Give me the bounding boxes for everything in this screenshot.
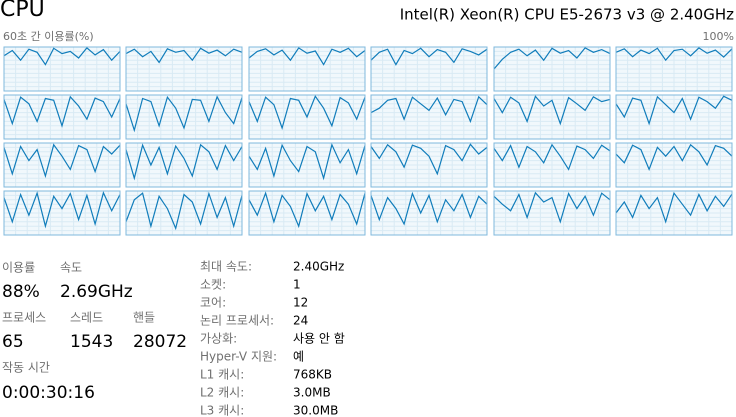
- core-usage-line: [493, 95, 611, 126]
- core-usage-line: [370, 143, 488, 176]
- core-usage-line: [3, 47, 121, 66]
- graph-label: 60초 간 이용률(%): [3, 30, 94, 43]
- core-graph-border: [615, 142, 733, 188]
- detail-label: L2 캐시:: [200, 386, 244, 400]
- stat-value: 28072: [133, 332, 187, 352]
- detail-value: 30.0MB: [293, 404, 338, 417]
- core-graph-border: [370, 142, 488, 188]
- title: CPU: [0, 0, 45, 22]
- core-graph-border: [493, 190, 611, 236]
- core-usage-line: [493, 191, 611, 224]
- core-graph-border: [3, 190, 121, 236]
- detail-label: 논리 프로세서:: [200, 314, 274, 328]
- stat-value: 0:00:30:16: [2, 383, 95, 403]
- core-graph-border: [493, 94, 611, 140]
- stat-value: 65: [2, 332, 24, 352]
- core-graph-border: [493, 46, 611, 92]
- detail-value: 사용 안 함: [293, 332, 345, 346]
- detail-value: 24: [293, 314, 308, 328]
- stat-label: 이용률: [2, 261, 35, 275]
- core-usage-line: [3, 143, 121, 179]
- core-graph-border: [125, 142, 243, 188]
- core-graph-border: [615, 190, 733, 236]
- stat-label: 속도: [60, 261, 82, 275]
- core-graph-border: [3, 46, 121, 92]
- core-graph-border: [370, 190, 488, 236]
- core-graph-border: [248, 46, 366, 92]
- core-usage-line: [248, 47, 366, 66]
- detail-value: 768KB: [293, 368, 332, 382]
- core-graph-border: [3, 94, 121, 140]
- core-usage-line: [3, 95, 121, 128]
- core-graph-border: [615, 94, 733, 140]
- core-usage-line: [615, 47, 733, 62]
- core-graph-border: [248, 190, 366, 236]
- core-usage-line: [493, 143, 611, 171]
- core-graph-border: [493, 142, 611, 188]
- processor-name: Intel(R) Xeon(R) CPU E5-2673 v3 @ 2.40GH…: [400, 6, 734, 24]
- core-graph-border: [248, 142, 366, 188]
- core-graph-border: [125, 46, 243, 92]
- core-usage-line: [125, 191, 243, 231]
- core-graph-border: [615, 46, 733, 92]
- core-graph-border: [370, 94, 488, 140]
- detail-label: L3 캐시:: [200, 404, 244, 417]
- core-graph-border: [125, 190, 243, 236]
- core-usage-line: [248, 142, 366, 181]
- detail-value: 1: [293, 278, 301, 292]
- stat-value: 1543: [70, 332, 113, 352]
- detail-value: 예: [293, 350, 304, 364]
- detail-value: 2.40GHz: [293, 260, 344, 274]
- core-usage-line: [370, 191, 488, 226]
- detail-label: 가상화:: [200, 332, 237, 346]
- core-usage-line: [615, 95, 733, 126]
- core-usage-line: [493, 47, 611, 70]
- detail-value: 3.0MB: [293, 386, 331, 400]
- stat-label: 프로세스: [2, 311, 46, 325]
- detail-label: Hyper-V 지원:: [200, 350, 277, 364]
- detail-label: 코어:: [200, 296, 226, 310]
- detail-value: 12: [293, 296, 308, 310]
- stat-label: 작동 시간: [2, 361, 50, 375]
- stat-label: 핸들: [133, 310, 155, 325]
- graph-max: 100%: [703, 30, 734, 43]
- core-usage-line: [248, 191, 366, 229]
- core-usage-line: [370, 47, 488, 66]
- detail-label: L1 캐시:: [200, 368, 244, 382]
- core-usage-line: [125, 47, 243, 64]
- detail-label: 소켓:: [200, 278, 226, 292]
- core-usage-line: [125, 95, 243, 133]
- detail-label: 최대 속도:: [200, 260, 252, 274]
- stat-label: 스레드: [70, 311, 103, 325]
- core-usage-line: [615, 191, 733, 224]
- core-usage-line: [3, 191, 121, 229]
- core-graph-border: [248, 94, 366, 140]
- stat-value: 2.69GHz: [60, 282, 133, 302]
- core-graph-border: [370, 46, 488, 92]
- core-graph-border: [125, 94, 243, 140]
- core-usage-line: [248, 95, 366, 130]
- core-graph-border: [3, 142, 121, 188]
- core-usage-line: [615, 143, 733, 172]
- core-usage-line: [370, 95, 488, 124]
- stat-value: 88%: [2, 282, 40, 302]
- core-usage-line: [125, 143, 243, 181]
